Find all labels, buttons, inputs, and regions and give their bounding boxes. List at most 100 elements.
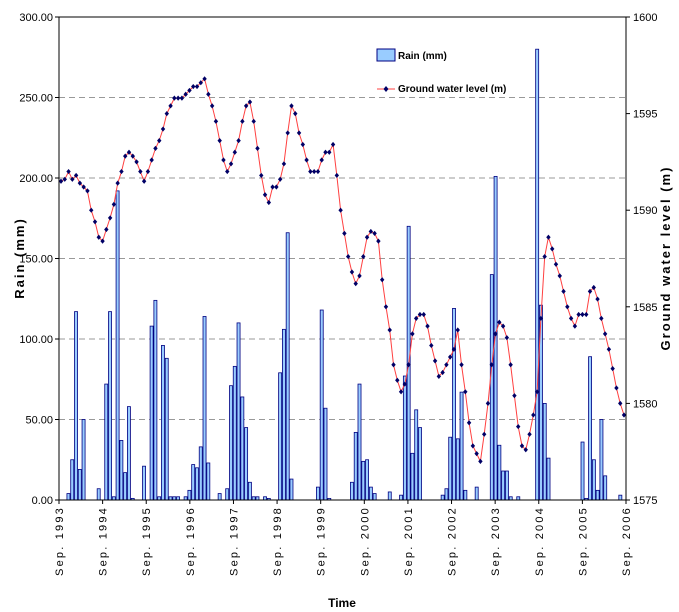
rain-bar — [542, 402, 547, 501]
x-tick-label: Sep. 1993 — [54, 506, 66, 576]
legend: Rain (mm) Ground water level (m) — [376, 48, 506, 95]
groundwater-point — [398, 389, 404, 395]
groundwater-point — [315, 168, 321, 175]
groundwater-point — [345, 253, 351, 260]
rain-bar — [319, 309, 324, 501]
groundwater-point — [281, 161, 287, 167]
groundwater-point — [599, 315, 604, 321]
groundwater-point — [557, 273, 562, 279]
groundwater-point — [459, 362, 464, 368]
groundwater-point — [387, 327, 392, 333]
y-axis-right-title: Ground water level (m) — [658, 166, 673, 351]
groundwater-point — [187, 87, 192, 94]
groundwater-point — [447, 354, 453, 360]
groundwater-point — [262, 192, 268, 198]
groundwater-point — [565, 304, 570, 310]
groundwater-point — [168, 103, 173, 109]
groundwater-point — [289, 103, 294, 109]
legend-rain-label: Rain (mm) — [398, 51, 447, 62]
groundwater-point — [610, 366, 615, 372]
rain-bar — [497, 444, 502, 501]
groundwater-point — [58, 178, 64, 184]
x-tick-label: Sep. 2006 — [621, 506, 633, 576]
groundwater-point — [77, 180, 83, 186]
rain-bar — [368, 486, 373, 501]
groundwater-point — [572, 323, 578, 329]
groundwater-point — [444, 362, 449, 368]
groundwater-point — [538, 315, 544, 321]
groundwater-point — [104, 226, 109, 233]
rain-bar — [289, 478, 294, 501]
groundwater-point — [251, 118, 256, 124]
groundwater-point — [349, 269, 355, 275]
groundwater-point — [481, 431, 487, 437]
y-left-tick-label: 250.00 — [19, 93, 53, 105]
x-axis-title: Time — [328, 596, 356, 610]
x-tick-label: Sep. 1995 — [141, 506, 153, 576]
y-right-tick-label: 1585 — [633, 302, 657, 314]
groundwater-point — [96, 234, 101, 240]
groundwater-point — [614, 385, 619, 391]
groundwater-point — [436, 373, 442, 379]
groundwater-point — [172, 95, 177, 101]
groundwater-point — [221, 157, 226, 163]
rain-bar — [127, 406, 131, 501]
tick-labels: 0.00 50.00 100.00 150.00 200.00 250.00 300.00 1… — [19, 12, 657, 576]
groundwater-point — [319, 157, 324, 163]
rain-bar — [591, 459, 596, 501]
groundwater-point — [270, 184, 275, 190]
groundwater-point — [107, 215, 113, 221]
rain-bar — [153, 299, 158, 501]
groundwater-point — [327, 149, 332, 155]
groundwater-point — [342, 230, 347, 236]
groundwater-point — [100, 238, 105, 244]
groundwater-point — [240, 118, 245, 124]
groundwater-point — [130, 153, 135, 159]
x-tick-label: Sep. 1999 — [316, 506, 328, 576]
groundwater-point — [602, 331, 608, 337]
groundwater-point — [391, 362, 396, 368]
groundwater-point — [508, 362, 513, 368]
groundwater-point — [111, 201, 117, 208]
rain-bar — [217, 493, 222, 501]
groundwater-point — [432, 358, 438, 364]
rain-bar — [198, 446, 203, 501]
groundwater-point — [274, 184, 279, 190]
rain-bar — [365, 459, 369, 501]
groundwater-point — [123, 153, 128, 159]
rain-bar — [104, 383, 109, 501]
groundwater-point — [66, 168, 71, 175]
rain-bar — [323, 407, 328, 501]
rain-bar — [505, 470, 509, 501]
groundwater-point — [285, 130, 290, 136]
y-left-tick-label: 300.00 — [19, 12, 53, 24]
rain-bar — [164, 357, 169, 501]
rain-bar — [372, 493, 377, 501]
y-left-tick-label: 0.00 — [32, 495, 53, 507]
groundwater-point — [119, 168, 124, 175]
rain-bar — [149, 325, 154, 501]
rain-bar — [448, 436, 453, 501]
groundwater-point — [228, 161, 234, 167]
groundwater-point — [493, 331, 498, 337]
y-right-tick-label: 1580 — [633, 398, 657, 410]
x-tick-label: Sep. 1996 — [185, 506, 197, 576]
groundwater-point — [478, 458, 483, 464]
groundwater-point — [160, 126, 166, 132]
groundwater-point — [364, 234, 370, 240]
rain-bar — [77, 469, 82, 501]
groundwater-point — [206, 91, 211, 97]
groundwater-point — [606, 346, 612, 352]
groundwater-point — [92, 219, 98, 225]
groundwater-point — [308, 168, 313, 175]
groundwater-point — [191, 83, 196, 90]
axes — [55, 16, 630, 504]
rain-bar — [108, 311, 112, 501]
groundwater-point — [353, 281, 358, 287]
groundwater-point — [361, 253, 366, 260]
rain-bar — [455, 438, 460, 501]
groundwater-point — [421, 311, 426, 318]
groundwater-point — [266, 199, 272, 206]
groundwater-point — [580, 311, 585, 318]
